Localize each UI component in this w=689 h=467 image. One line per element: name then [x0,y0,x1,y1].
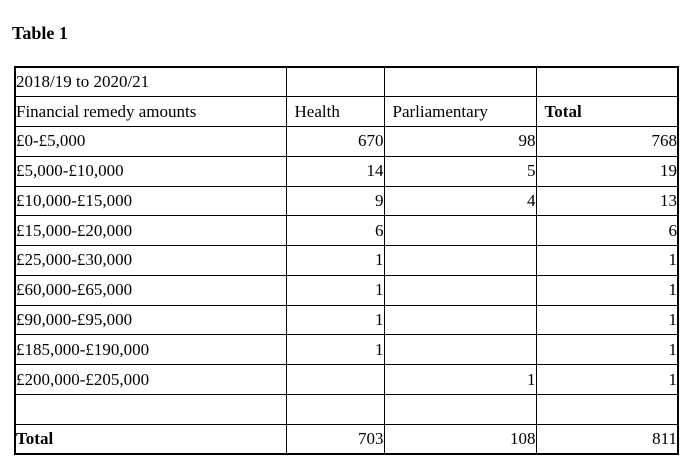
cell-range: £15,000-£20,000 [14,215,287,247]
table-row: £5,000-£10,000 14 5 19 [14,155,679,187]
column-header-label: Financial remedy amounts [14,96,287,128]
cell-parliamentary [383,274,537,306]
period-cell: 2018/19 to 2020/21 [14,66,287,98]
table-row: £0-£5,000 670 98 768 [14,126,679,157]
cell-health: 14 [285,155,385,187]
empty-cell [285,66,385,98]
cell-parliamentary: 4 [383,185,537,217]
cell-range: £200,000-£205,000 [14,364,287,395]
cell-total: 1 [535,304,679,336]
cell-range: £5,000-£10,000 [14,155,287,187]
cell-range [14,393,287,425]
cell-range: £185,000-£190,000 [14,334,287,366]
cell-range: £10,000-£15,000 [14,185,287,217]
total-parliamentary: 108 [383,423,537,455]
cell-range: £60,000-£65,000 [14,274,287,306]
empty-cell [535,66,679,98]
table-row: £25,000-£30,000 1 1 [14,245,679,276]
cell-total: 6 [535,215,679,247]
table-row: £60,000-£65,000 1 1 [14,274,679,306]
table-row: £200,000-£205,000 1 1 [14,364,679,395]
cell-health [285,364,385,395]
cell-parliamentary [383,393,537,425]
cell-health: 9 [285,185,385,217]
cell-total: 1 [535,245,679,276]
column-header-health: Health [285,96,385,128]
period-row: 2018/19 to 2020/21 [14,66,679,98]
empty-cell [383,66,537,98]
column-header-total: Total [535,96,679,128]
total-row: Total 703 108 811 [14,423,679,455]
cell-parliamentary [383,245,537,276]
table-row-empty [14,393,679,425]
cell-parliamentary [383,334,537,366]
table-row: £15,000-£20,000 6 6 [14,215,679,247]
cell-parliamentary: 1 [383,364,537,395]
cell-health: 1 [285,245,385,276]
cell-total: 19 [535,155,679,187]
cell-parliamentary [383,215,537,247]
cell-health: 670 [285,126,385,157]
cell-health: 1 [285,334,385,366]
header-row: Financial remedy amounts Health Parliame… [14,96,679,128]
cell-range: £25,000-£30,000 [14,245,287,276]
cell-range: £0-£5,000 [14,126,287,157]
cell-total: 1 [535,274,679,306]
total-health: 703 [285,423,385,455]
total-row-label: Total [14,423,287,455]
cell-health: 6 [285,215,385,247]
table-row: £10,000-£15,000 9 4 13 [14,185,679,217]
page-title: Table 1 [12,23,68,43]
cell-health [285,393,385,425]
column-header-parliamentary: Parliamentary [383,96,537,128]
cell-range: £90,000-£95,000 [14,304,287,336]
cell-total: 13 [535,185,679,217]
cell-total: 1 [535,364,679,395]
cell-total: 1 [535,334,679,366]
cell-parliamentary [383,304,537,336]
total-total: 811 [535,423,679,455]
financial-remedy-table: 2018/19 to 2020/21 Financial remedy amou… [14,66,679,455]
cell-health: 1 [285,274,385,306]
cell-total [535,393,679,425]
cell-total: 768 [535,126,679,157]
table-row: £90,000-£95,000 1 1 [14,304,679,336]
table-row: £185,000-£190,000 1 1 [14,334,679,366]
cell-parliamentary: 98 [383,126,537,157]
cell-parliamentary: 5 [383,155,537,187]
cell-health: 1 [285,304,385,336]
